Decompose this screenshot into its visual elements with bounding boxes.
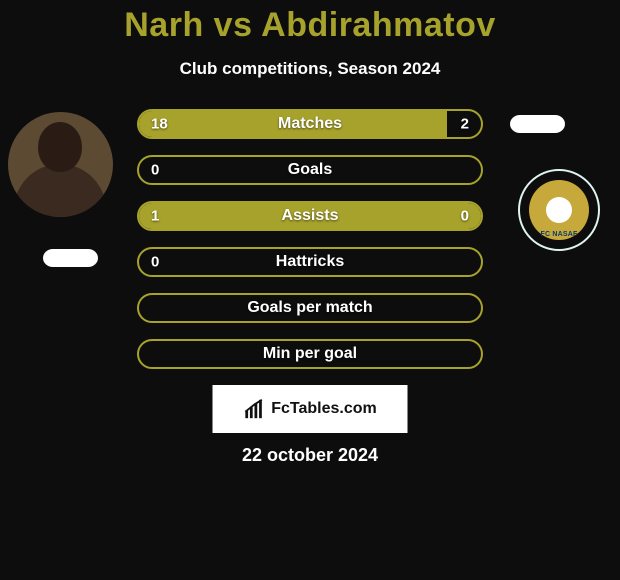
avatar-head-shape [38,122,82,172]
player-right-club-badge: FC NASAF [518,169,600,251]
stat-value-right: 0 [461,208,469,225]
page-title: Narh vs Abdirahmatov [0,0,620,45]
stat-row: Min per goal [137,339,483,369]
stat-row: 1 Assists 0 [137,201,483,231]
stat-value-left: 0 [151,254,159,271]
player-right-flag [510,115,565,133]
stat-row: 0 Hattricks [137,247,483,277]
stats-bar-group: 18 Matches 2 0 Goals 1 Assists 0 0 Hattricks Goals… [137,109,483,385]
brand-text: FcTables.com [271,400,377,418]
club-badge-text: FC NASAF [541,231,578,238]
stat-value-left: 0 [151,162,159,179]
player-left-avatar [8,112,113,217]
stat-label: Min per goal [263,345,357,363]
player-left-flag [43,249,98,267]
stat-label: Matches [278,115,342,133]
brand-chart-icon [243,398,265,420]
page-root: Narh vs Abdirahmatov Club competitions, … [0,0,620,580]
club-badge-ball-icon [546,197,572,223]
club-badge-inner: FC NASAF [529,180,589,240]
footer-date: 22 october 2024 [0,445,620,466]
stat-label: Goals per match [247,299,372,317]
stat-value-right: 2 [461,116,469,133]
stat-row: Goals per match [137,293,483,323]
stat-value-left: 18 [151,116,168,133]
stat-label: Assists [282,207,339,225]
stat-label: Goals [288,161,332,179]
stat-row: 18 Matches 2 [137,109,483,139]
stat-label: Hattricks [276,253,344,271]
brand-box: FcTables.com [213,385,408,433]
stat-row: 0 Goals [137,155,483,185]
stat-value-left: 1 [151,208,159,225]
page-subtitle: Club competitions, Season 2024 [0,59,620,79]
